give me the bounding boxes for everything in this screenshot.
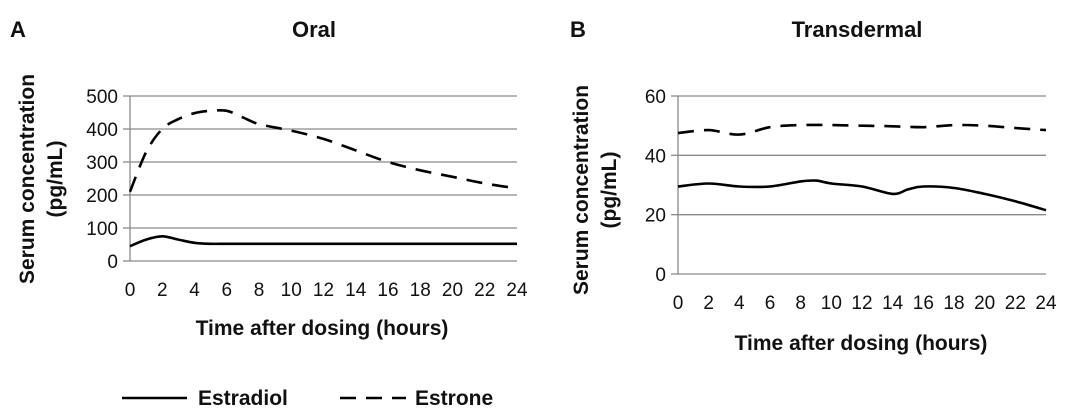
x-tick-label-22: 22 [474,280,495,301]
series-line-estradiol-oral [129,235,517,248]
panel-letter-a: A [10,17,26,42]
x-tick-label-8: 8 [254,280,265,301]
y-tick-label-60: 60 [645,87,666,108]
x-tick-label-10: 10 [821,293,842,314]
x-tick-label-6: 6 [221,280,232,301]
legend-label-estradiol: Estradiol [198,387,288,410]
x-tick-label-4: 4 [734,293,745,314]
y-tick-label-400: 400 [86,120,118,141]
chart-title-transdermal: Transdermal [792,17,923,42]
x-tick-label-20: 20 [974,293,995,314]
x-axis-label-oral: Time after dosing (hours) [196,317,449,340]
x-tick-label-22: 22 [1005,293,1026,314]
x-tick-label-8: 8 [795,293,806,314]
series-oral [128,108,518,248]
x-tick-label-24: 24 [506,280,528,301]
x-tick-label-0: 0 [125,280,136,301]
panel-letter-b: B [570,17,586,42]
x-tick-label-6: 6 [765,293,776,314]
x-tick-label-10: 10 [281,280,302,301]
y-tick-label-20: 20 [645,206,666,227]
x-tick-label-18: 18 [943,293,964,314]
y-tick-label-300: 300 [86,153,118,174]
x-tick-label-14: 14 [882,293,904,314]
y-axis-label-line1-transdermal: Serum concentration [570,85,593,295]
chart-panel-transdermal: B Transdermal Serum concentration (pg/mL… [570,17,1057,355]
y-tick-label-0: 0 [107,252,118,273]
legend-label-estrone: Estrone [415,387,493,410]
x-tick-label-14: 14 [345,280,367,301]
x-tick-label-18: 18 [410,280,431,301]
y-axis-label-line1-oral: Serum concentration [16,74,39,284]
y-tick-label-0: 0 [655,265,666,286]
y-tick-label-500: 500 [86,87,118,108]
x-tick-label-20: 20 [442,280,463,301]
y-tick-label-200: 200 [86,186,118,207]
chart-panel-oral: A Oral Serum concentration (pg/mL) Time … [10,17,528,340]
x-tick-label-16: 16 [377,280,398,301]
y-tick-label-40: 40 [645,146,666,167]
x-tick-label-12: 12 [851,293,872,314]
chart-title-oral: Oral [292,17,336,42]
gridlines-transdermal [671,95,1046,275]
gridlines-oral [123,95,517,262]
series-transdermal [677,123,1047,212]
x-tick-label-4: 4 [189,280,200,301]
series-line-estradiol-transdermal [677,179,1047,212]
y-axis-label-line2-oral: (pg/mL) [44,141,67,218]
series-line-estrone-transdermal [677,123,1047,136]
x-tick-label-2: 2 [703,293,714,314]
legend: Estradiol Estrone [122,387,493,410]
y-tick-label-100: 100 [86,219,118,240]
x-tick-label-16: 16 [913,293,934,314]
x-tick-label-12: 12 [313,280,334,301]
x-tick-label-0: 0 [673,293,684,314]
series-line-estrone-oral [128,108,518,193]
x-axis-label-transdermal: Time after dosing (hours) [735,332,988,355]
x-tick-label-2: 2 [157,280,168,301]
x-tick-label-24: 24 [1035,293,1057,314]
y-axis-label-line2-transdermal: (pg/mL) [598,152,621,229]
